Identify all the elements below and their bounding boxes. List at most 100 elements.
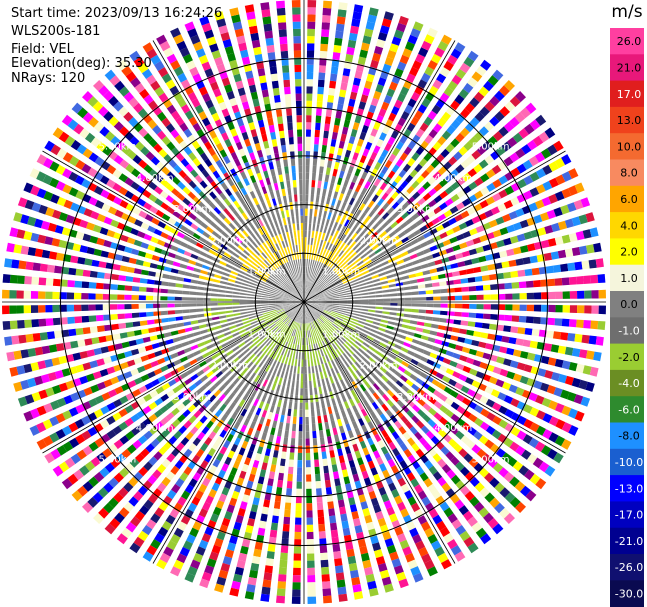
ppi-cell xyxy=(148,181,158,191)
ppi-cell xyxy=(327,235,333,243)
ppi-cell xyxy=(433,412,443,421)
ppi-cell xyxy=(485,169,496,179)
ppi-cell xyxy=(370,255,379,262)
ppi-cell xyxy=(341,75,350,84)
ppi-cell xyxy=(437,476,447,487)
ppi-cell xyxy=(145,443,155,453)
ppi-cell xyxy=(469,368,478,376)
ppi-cell xyxy=(40,373,50,384)
ppi-cell xyxy=(209,43,219,53)
ppi-cell xyxy=(218,25,229,35)
ppi-cell xyxy=(354,296,362,299)
ppi-cell xyxy=(318,386,323,395)
ppi-cell xyxy=(2,321,11,330)
ppi-cell xyxy=(306,308,309,316)
ppi-cell xyxy=(168,435,178,445)
ppi-cell xyxy=(387,425,396,434)
ppi-cell xyxy=(2,305,10,315)
ppi-cell xyxy=(359,393,366,401)
ppi-cell xyxy=(484,209,494,218)
ppi-cell xyxy=(357,434,364,443)
ppi-cell xyxy=(344,219,350,227)
ppi-cell xyxy=(167,345,176,352)
ppi-cell xyxy=(503,121,515,133)
ppi-cell xyxy=(309,306,316,311)
ppi-cell xyxy=(547,357,557,366)
ppi-cell xyxy=(271,198,277,206)
ppi-cell xyxy=(177,270,186,276)
ppi-cell xyxy=(297,308,301,316)
ppi-cell xyxy=(327,345,333,353)
ppi-cell xyxy=(295,322,299,330)
ppi-cell xyxy=(226,161,234,171)
ppi-cell xyxy=(360,289,368,293)
ppi-cell xyxy=(560,389,570,400)
ppi-cell xyxy=(284,262,289,270)
ppi-cell xyxy=(492,192,502,202)
ppi-cell xyxy=(316,318,322,326)
ppi-cell xyxy=(461,286,469,292)
ppi-cell xyxy=(284,307,291,311)
ppi-cell xyxy=(471,339,480,347)
ppi-cell xyxy=(246,305,254,308)
ppi-cell xyxy=(299,316,302,324)
ppi-cell xyxy=(163,242,172,249)
ppi-cell xyxy=(197,341,205,348)
ppi-cell xyxy=(153,451,163,461)
ppi-cell xyxy=(520,245,529,253)
ppi-cell xyxy=(250,264,258,271)
ppi-cell xyxy=(136,172,146,182)
ppi-cell xyxy=(362,341,370,348)
ppi-cell xyxy=(428,465,438,475)
ppi-cell xyxy=(137,108,148,119)
ppi-cell xyxy=(302,345,304,353)
ppi-cell xyxy=(325,354,330,363)
ppi-cell xyxy=(423,116,433,126)
ppi-cell xyxy=(330,457,337,465)
ppi-cell xyxy=(30,408,40,419)
ppi-cell xyxy=(189,297,197,301)
ppi-cell xyxy=(16,290,24,299)
ppi-cell xyxy=(284,308,292,312)
ppi-cell xyxy=(23,305,31,314)
ppi-cell xyxy=(182,197,191,206)
ppi-cell xyxy=(304,273,306,281)
ppi-cell xyxy=(370,342,379,349)
ppi-cell xyxy=(140,222,150,230)
ppi-cell xyxy=(125,430,135,441)
ppi-cell xyxy=(88,441,99,452)
ppi-cell xyxy=(339,302,348,304)
ppi-cell xyxy=(276,588,286,597)
ppi-cell xyxy=(54,265,63,274)
ppi-cell xyxy=(547,317,556,326)
ppi-cell xyxy=(247,168,254,177)
ppi-cell xyxy=(273,327,280,334)
ppi-cell xyxy=(266,44,275,53)
ppi-cell xyxy=(189,238,198,246)
ppi-cell xyxy=(249,152,256,161)
ppi-cell xyxy=(308,290,314,297)
ppi-cell xyxy=(182,290,190,295)
ppi-cell xyxy=(192,364,201,372)
ppi-cell xyxy=(38,389,48,400)
ppi-cell xyxy=(106,179,116,189)
ppi-cell xyxy=(297,300,304,302)
ppi-cell xyxy=(240,253,248,259)
ppi-cell xyxy=(324,308,332,312)
ppi-cell xyxy=(447,311,455,316)
ppi-cell xyxy=(354,200,361,208)
ppi-cell xyxy=(471,215,481,224)
ppi-cell xyxy=(358,347,365,355)
ppi-cell xyxy=(370,151,378,161)
ppi-cell xyxy=(301,273,303,281)
ppi-cell xyxy=(503,237,512,246)
ppi-cell xyxy=(391,36,402,46)
ppi-cell xyxy=(533,214,543,224)
ppi-cell xyxy=(441,34,452,45)
ppi-cell xyxy=(302,323,304,331)
ppi-cell xyxy=(427,27,438,38)
ppi-cell xyxy=(346,271,354,277)
ppi-cell xyxy=(510,196,520,206)
ppi-cell xyxy=(432,171,442,181)
ppi-cell xyxy=(183,250,192,257)
